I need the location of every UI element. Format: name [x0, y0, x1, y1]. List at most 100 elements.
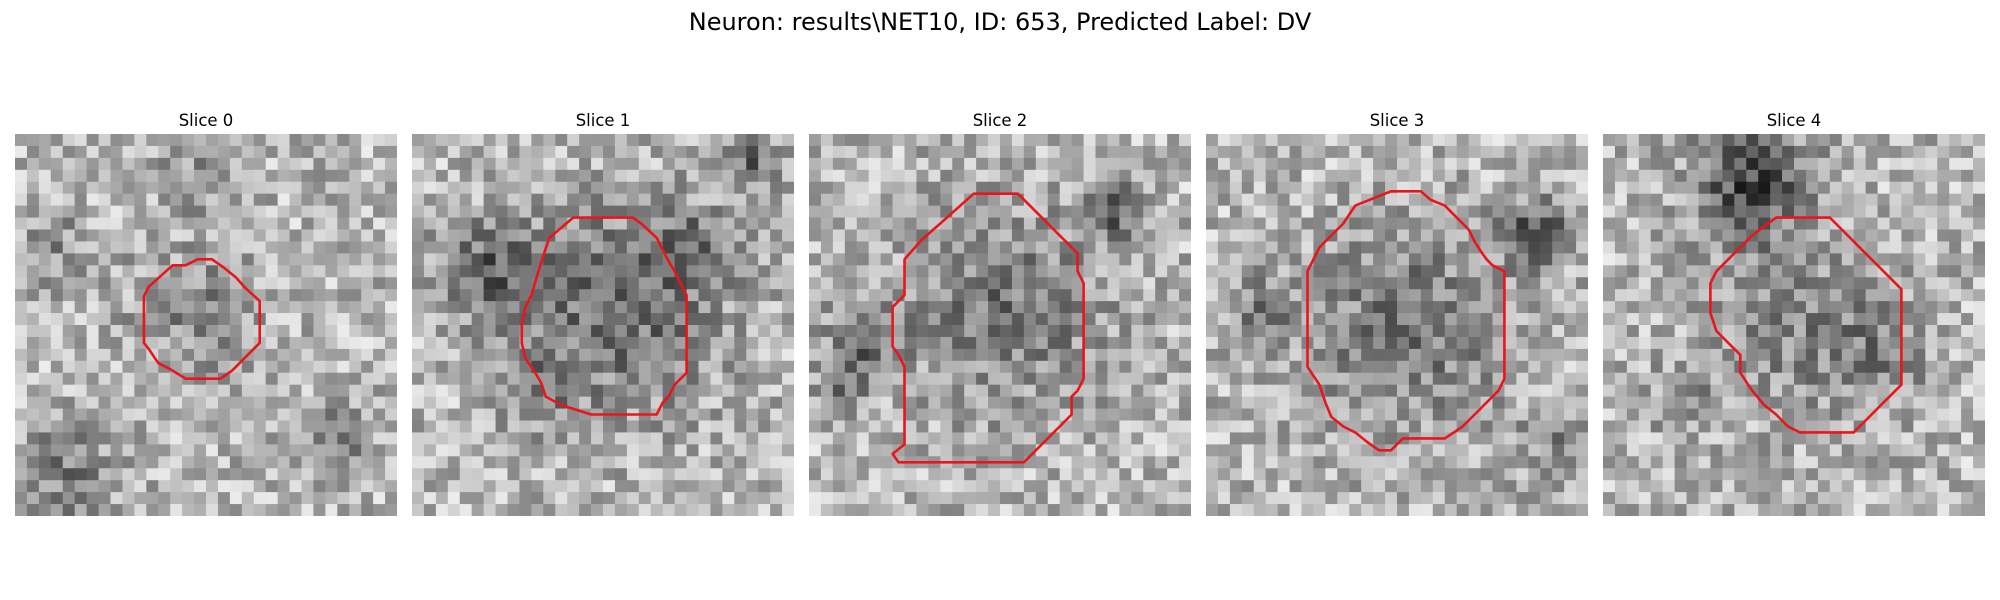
image-pixel — [1444, 444, 1458, 457]
image-pixel — [543, 157, 556, 171]
image-pixel — [412, 336, 425, 350]
image-pixel — [603, 265, 616, 278]
image-pixel — [301, 384, 315, 398]
image-pixel — [158, 157, 171, 171]
image-pixel — [15, 408, 28, 422]
image-pixel — [1083, 289, 1097, 302]
image-pixel — [1686, 432, 1700, 445]
image-pixel — [1325, 181, 1338, 195]
image-pixel — [770, 169, 783, 183]
image-pixel — [483, 336, 497, 350]
image-pixel — [1961, 193, 1974, 207]
image-pixel — [1722, 181, 1735, 195]
image-pixel — [1167, 217, 1180, 231]
image-pixel — [1047, 265, 1061, 278]
image-pixel — [289, 229, 303, 243]
image-pixel — [579, 348, 592, 362]
image-pixel — [1614, 157, 1628, 171]
image-pixel — [1492, 289, 1506, 302]
image-pixel — [86, 313, 100, 326]
image-pixel — [650, 480, 664, 493]
image-pixel — [809, 348, 822, 362]
image-pixel — [146, 325, 159, 338]
image-pixel — [820, 504, 834, 516]
image-pixel — [38, 360, 52, 374]
image-pixel — [1241, 372, 1255, 386]
image-pixel — [98, 157, 112, 171]
image-pixel — [952, 145, 965, 159]
image-pixel — [1420, 480, 1434, 493]
image-pixel — [710, 145, 723, 159]
image-pixel — [1456, 289, 1470, 302]
image-pixel — [662, 193, 676, 207]
image-pixel — [1901, 169, 1914, 183]
image-pixel — [1782, 253, 1795, 266]
image-pixel — [1444, 336, 1458, 350]
image-pixel — [1662, 348, 1676, 362]
image-pixel — [1229, 301, 1243, 314]
image-pixel — [1265, 217, 1279, 231]
image-pixel — [856, 396, 870, 410]
image-pixel — [650, 360, 664, 374]
image-pixel — [1925, 372, 1938, 386]
image-pixel — [277, 205, 291, 219]
image-pixel — [952, 360, 965, 374]
image-pixel — [820, 420, 834, 434]
image-pixel — [1829, 205, 1843, 219]
image-pixel — [301, 396, 315, 410]
image-pixel — [603, 396, 616, 410]
image-pixel — [1528, 193, 1541, 207]
image-pixel — [206, 217, 219, 231]
image-pixel — [459, 181, 473, 195]
image-pixel — [904, 336, 918, 350]
image-pixel — [734, 420, 747, 434]
image-pixel — [1805, 253, 1819, 266]
image-pixel — [423, 229, 437, 243]
image-pixel — [976, 313, 989, 326]
image-pixel — [856, 217, 870, 231]
image-pixel — [471, 313, 485, 326]
image-pixel — [1564, 325, 1577, 338]
image-pixel — [1289, 205, 1303, 219]
image-pixel — [698, 480, 712, 493]
image-pixel — [1603, 265, 1616, 278]
image-pixel — [1650, 217, 1664, 231]
image-pixel — [1528, 492, 1541, 505]
image-pixel — [447, 193, 461, 207]
image-pixel — [435, 181, 449, 195]
image-pixel — [1528, 145, 1541, 159]
image-pixel — [1734, 432, 1747, 445]
image-pixel — [1626, 420, 1640, 434]
image-pixel — [1408, 336, 1422, 350]
image-pixel — [1817, 289, 1831, 302]
image-pixel — [1638, 229, 1652, 243]
image-pixel — [1131, 265, 1144, 278]
image-pixel — [1119, 277, 1132, 290]
image-pixel — [1552, 157, 1565, 171]
image-pixel — [122, 181, 135, 195]
image-pixel — [746, 492, 759, 505]
image-pixel — [1603, 301, 1616, 314]
image-pixel — [1325, 444, 1338, 457]
image-pixel — [110, 432, 124, 445]
image-pixel — [134, 444, 147, 457]
image-pixel — [1373, 336, 1386, 350]
image-pixel — [844, 313, 858, 326]
image-pixel — [1746, 253, 1759, 266]
image-pixel — [1746, 348, 1759, 362]
image-pixel — [916, 217, 929, 231]
image-pixel — [1035, 181, 1049, 195]
image-pixel — [1576, 241, 1588, 254]
image-pixel — [964, 420, 977, 434]
image-pixel — [38, 336, 52, 350]
image-pixel — [1083, 313, 1097, 326]
image-pixel — [229, 384, 243, 398]
image-pixel — [1206, 193, 1219, 207]
image-pixel — [746, 134, 759, 147]
image-pixel — [880, 229, 894, 243]
image-pixel — [1071, 205, 1085, 219]
image-pixel — [1277, 145, 1291, 159]
image-pixel — [15, 134, 28, 147]
figure-title: Neuron: results\NET10, ID: 653, Predicte… — [688, 8, 1312, 36]
image-pixel — [626, 432, 640, 445]
